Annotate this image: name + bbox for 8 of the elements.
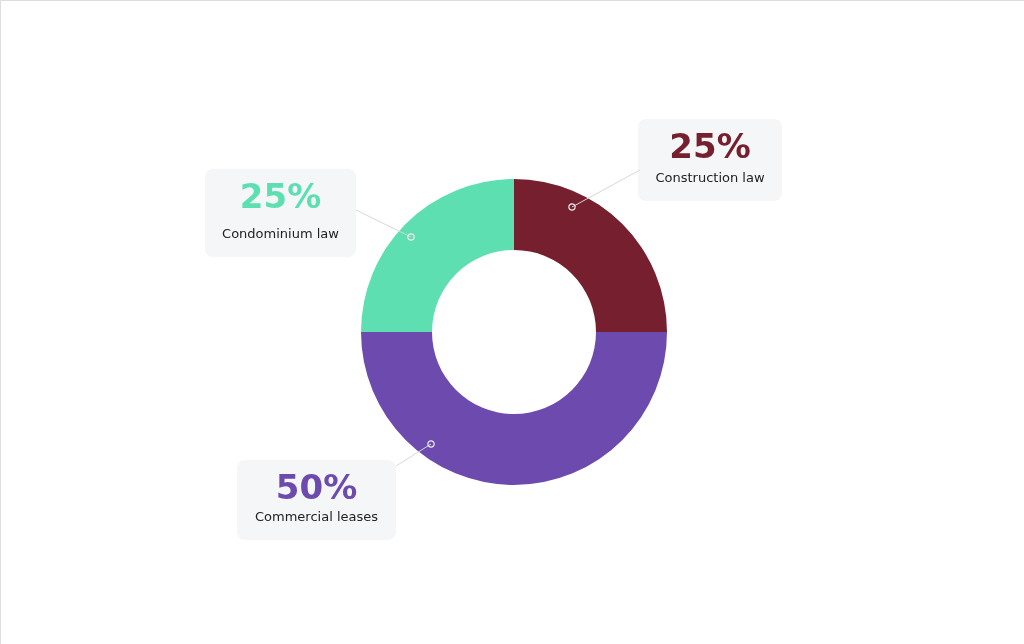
donut-slice	[361, 332, 667, 485]
data-label: 25%	[669, 126, 751, 166]
data-label: 25%	[239, 176, 322, 216]
slice-label: Condominium law	[222, 226, 340, 241]
slice-label: Commercial leases	[254, 509, 379, 524]
slice-label: Construction law	[655, 170, 765, 185]
donut-slice	[361, 179, 514, 332]
data-label: 50%	[275, 467, 358, 507]
